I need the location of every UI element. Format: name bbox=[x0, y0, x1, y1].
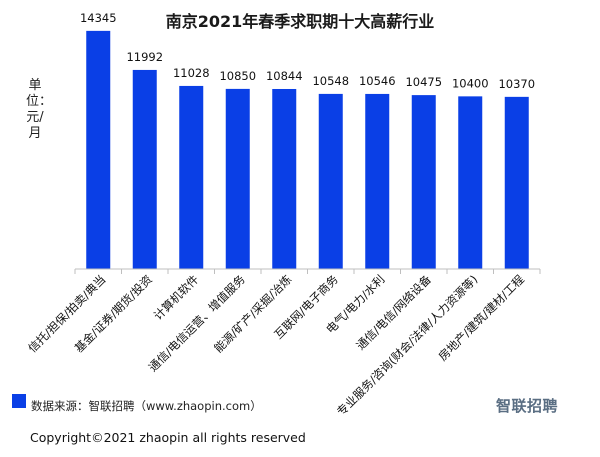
bar-value-label: 11028 bbox=[173, 66, 210, 80]
bar bbox=[365, 93, 390, 269]
bar-value-label: 10400 bbox=[452, 76, 489, 90]
bar-value-label: 10475 bbox=[405, 75, 442, 89]
bar-value-label: 11992 bbox=[126, 50, 163, 64]
legend-swatch bbox=[12, 394, 26, 408]
bar bbox=[318, 93, 343, 269]
category-label: 基金/证券/期货/投资 bbox=[72, 272, 155, 355]
bar bbox=[179, 85, 204, 269]
bar bbox=[272, 88, 297, 270]
bar bbox=[86, 30, 111, 269]
chart-title: 南京2021年春季求职期十大高薪行业 bbox=[165, 12, 435, 31]
bar-value-label: 10370 bbox=[498, 77, 535, 91]
bar-value-label: 10850 bbox=[219, 69, 256, 83]
bar bbox=[458, 96, 483, 269]
category-label: 房地产/建筑/建材/工程 bbox=[436, 272, 528, 364]
bar-value-label: 10548 bbox=[312, 74, 349, 88]
data-source: 数据来源：智联招聘（www.zhaopin.com） bbox=[31, 399, 262, 413]
category-label: 信托/担保/拍卖/典当 bbox=[25, 272, 108, 355]
bar bbox=[411, 95, 436, 270]
bar bbox=[504, 96, 529, 269]
bar bbox=[132, 69, 157, 269]
category-label: 能源/矿产/采掘/冶炼 bbox=[211, 272, 295, 356]
bar bbox=[225, 88, 250, 269]
brand-logo: 智联招聘 bbox=[496, 397, 559, 415]
bar-value-label: 14345 bbox=[80, 11, 117, 25]
copyright-notice: Copyright©2021 zhaopin all rights reserv… bbox=[30, 430, 306, 445]
bar-value-label: 10546 bbox=[359, 74, 396, 88]
bar-value-label: 10844 bbox=[266, 69, 303, 83]
